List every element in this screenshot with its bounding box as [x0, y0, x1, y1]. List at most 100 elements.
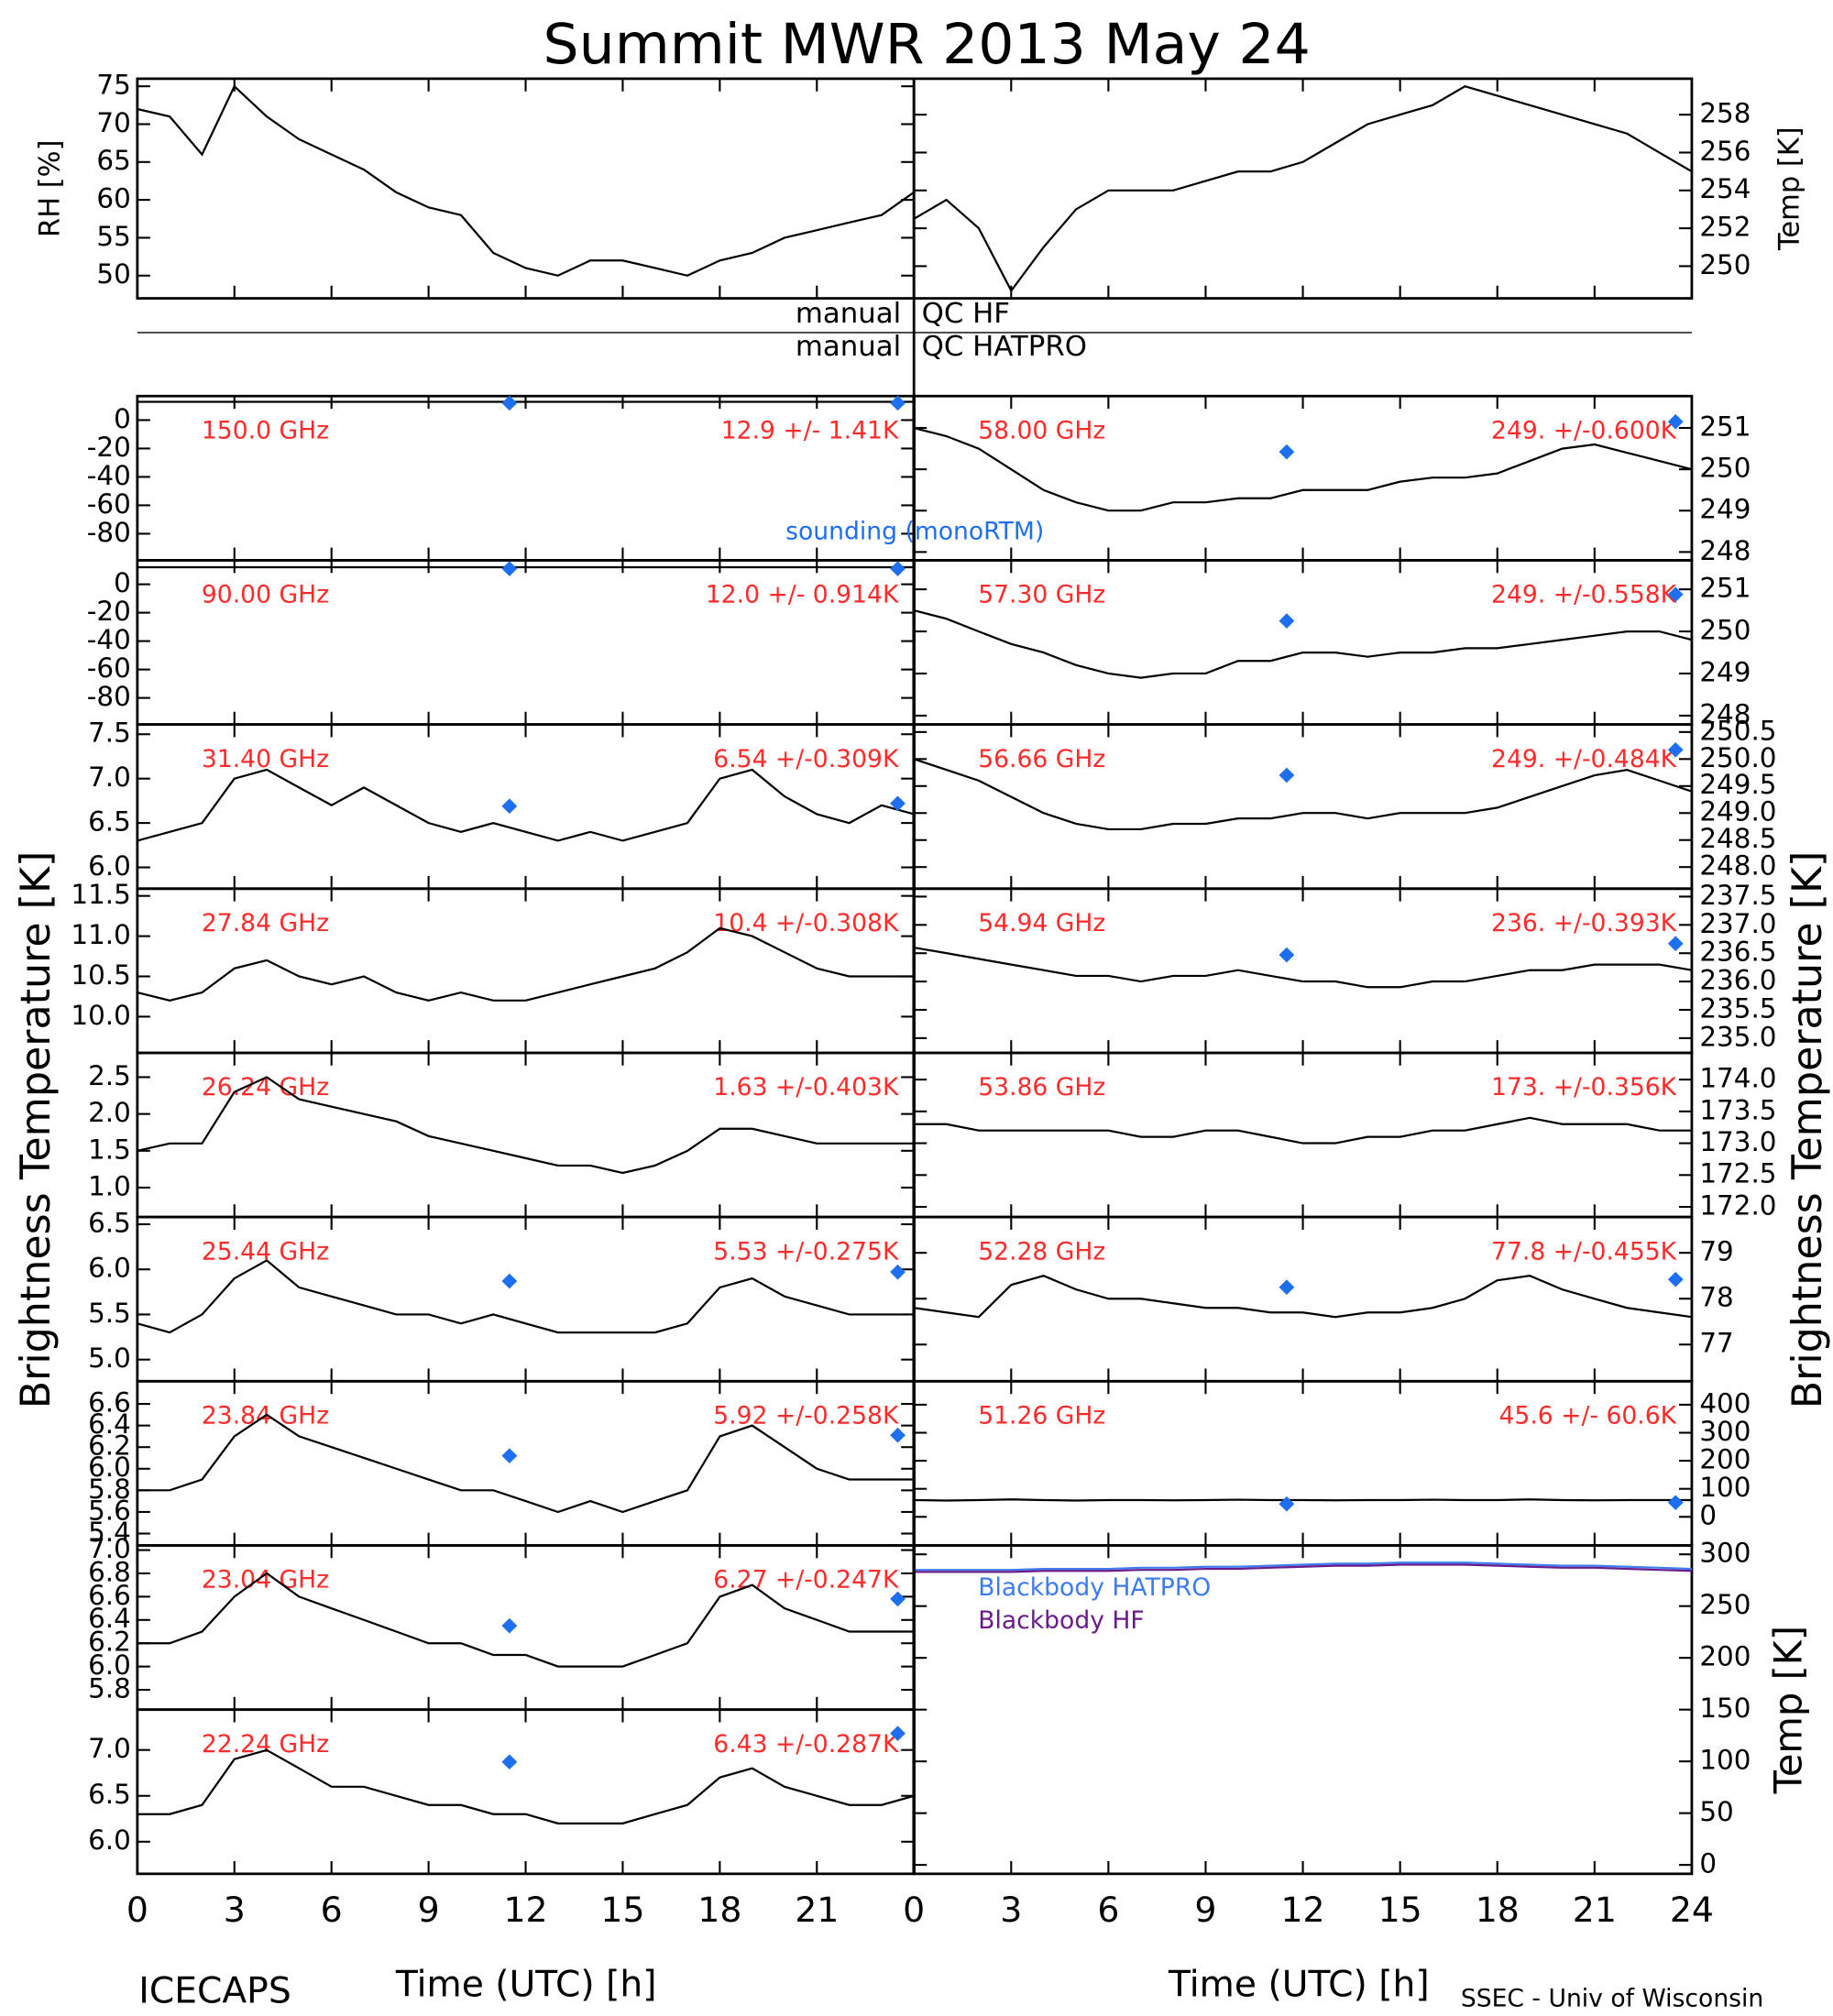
x-tick-label: 9 [1194, 1890, 1216, 1930]
sounding-point [1667, 413, 1684, 430]
channel-label: 56.66 GHz [978, 745, 1105, 773]
channel-stats: 5.53 +/-0.275K [713, 1238, 899, 1266]
y-tick-label: 252 [1699, 212, 1751, 243]
sounding-point [1667, 1495, 1684, 1510]
y-tick-label: 237.0 [1699, 908, 1776, 939]
y-tick-label: -60 [87, 488, 131, 520]
y-tick-label: 75 [96, 70, 130, 101]
x-tick-label: 12 [1281, 1890, 1325, 1930]
y-tick-label: 200 [1699, 1444, 1751, 1475]
y-tick-label: 11.0 [71, 919, 130, 950]
channel-label: 51.26 GHz [978, 1402, 1105, 1430]
x-tick-label: 21 [1573, 1890, 1617, 1930]
channel-stats: 6.54 +/-0.309K [713, 745, 899, 773]
y-tick-label: 5.8 [88, 1673, 131, 1704]
channel-stats: 1.63 +/-0.403K [713, 1073, 899, 1101]
x-axis-label: Time (UTC) [h] [395, 1965, 657, 2006]
y-tick-label: 6.5 [88, 1779, 131, 1810]
y-tick-label: 400 [1699, 1388, 1751, 1419]
y-tick-label: 77 [1699, 1328, 1733, 1359]
y-tick-label: 60 [96, 183, 130, 214]
channel-label: 52.28 GHz [978, 1238, 1105, 1266]
y-tick-label: 172.0 [1699, 1190, 1776, 1222]
y-axis-label: Brightness Temperature [K] [1784, 851, 1831, 1409]
y-tick-label: 300 [1699, 1538, 1751, 1569]
y-tick-label: 0 [114, 567, 131, 598]
channel-label: 150.0 GHz [202, 417, 329, 445]
y-tick-label: 7.0 [88, 1533, 131, 1564]
y-tick-label: 173.5 [1699, 1094, 1776, 1125]
y-tick-label: 248 [1699, 699, 1751, 730]
channel-stats: 6.43 +/-0.287K [713, 1730, 899, 1759]
x-tick-label: 15 [1378, 1890, 1422, 1930]
channel-stats: 10.4 +/-0.308K [713, 909, 899, 937]
y-tick-label: 249.5 [1699, 769, 1776, 800]
data-line [914, 1561, 1692, 1572]
data-line [137, 84, 915, 277]
channel-stats: 77.8 +/-0.455K [1491, 1238, 1677, 1266]
y-tick-label: 55 [96, 221, 130, 252]
data-line [137, 1748, 915, 1824]
y-tick-label: 173.0 [1699, 1126, 1776, 1157]
y-tick-label: 5.8 [88, 1474, 131, 1505]
data-line [913, 426, 1693, 512]
y-tick-label: 6.0 [88, 1824, 131, 1856]
y-tick-label: 248.5 [1699, 823, 1776, 854]
y-tick-label: 249.0 [1699, 796, 1776, 827]
y-tick-label: 6.6 [88, 1387, 131, 1419]
x-tick-label: 18 [1476, 1890, 1520, 1930]
y-tick-label: -80 [87, 517, 131, 548]
y-tick-label: 5.6 [88, 1496, 131, 1527]
y-tick-label: -80 [87, 681, 131, 712]
y-tick-label: 250.0 [1699, 742, 1776, 773]
data-line [913, 609, 1693, 679]
y-tick-label: 50 [1699, 1796, 1733, 1827]
channel-label: 54.94 GHz [978, 909, 1105, 937]
y-tick-label: 65 [96, 145, 130, 176]
y-tick-label: 1.0 [88, 1171, 131, 1202]
channel-stats: 249. +/-0.484K [1491, 745, 1677, 773]
y-tick-label: 1.5 [88, 1134, 131, 1165]
y-tick-label: 6.0 [88, 850, 131, 882]
x-tick-label: 3 [224, 1890, 246, 1930]
y-axis-label: Temp [K] [1773, 126, 1806, 251]
data-line [914, 1498, 1692, 1502]
channel-stats: 173. +/-0.356K [1491, 1073, 1677, 1101]
y-tick-label: 10.5 [71, 959, 130, 991]
x-tick-label: 6 [1097, 1890, 1119, 1930]
legend-entry: Blackbody HATPRO [978, 1573, 1211, 1602]
channel-label: 22.24 GHz [202, 1730, 329, 1759]
y-tick-label: 250 [1699, 1589, 1751, 1620]
y-tick-label: 11.5 [71, 879, 130, 910]
y-tick-label: 6.8 [88, 1557, 131, 1588]
y-tick-label: 5.5 [88, 1298, 131, 1329]
channel-stats: 6.27 +/-0.247K [713, 1566, 899, 1594]
y-tick-label: 0 [114, 403, 131, 434]
y-tick-label: 10.0 [71, 1000, 130, 1031]
channel-label: 57.30 GHz [978, 581, 1105, 609]
y-tick-label: 250 [1699, 249, 1751, 280]
qc-name: QC HATPRO [922, 331, 1087, 363]
y-tick-label: 6.2 [88, 1430, 131, 1462]
credit: SSEC - Univ of Wisconsin [1461, 1985, 1763, 2013]
legend-entry: Blackbody HF [978, 1606, 1144, 1635]
x-tick-label: 24 [1670, 1890, 1714, 1930]
y-tick-label: 2.5 [88, 1060, 131, 1091]
y-tick-label: 6.6 [88, 1580, 131, 1611]
x-tick-label: 3 [1000, 1890, 1022, 1930]
y-tick-label: 5.4 [88, 1517, 131, 1548]
channel-stats: 249. +/-0.558K [1491, 581, 1677, 609]
y-tick-label: 254 [1699, 173, 1751, 204]
y-tick-label: 251 [1699, 411, 1751, 443]
y-tick-label: -20 [87, 596, 131, 627]
x-tick-label: 0 [903, 1890, 925, 1930]
y-tick-label: 6.4 [88, 1408, 131, 1440]
channel-stats: 12.9 +/- 1.41K [721, 417, 899, 445]
y-axis-label: Brightness Temperature [K] [12, 851, 60, 1409]
y-tick-label: 251 [1699, 573, 1751, 604]
y-tick-label: -40 [87, 460, 131, 491]
y-tick-label: 258 [1699, 98, 1751, 129]
sounding-point [1667, 741, 1684, 758]
y-tick-label: 70 [96, 107, 130, 138]
